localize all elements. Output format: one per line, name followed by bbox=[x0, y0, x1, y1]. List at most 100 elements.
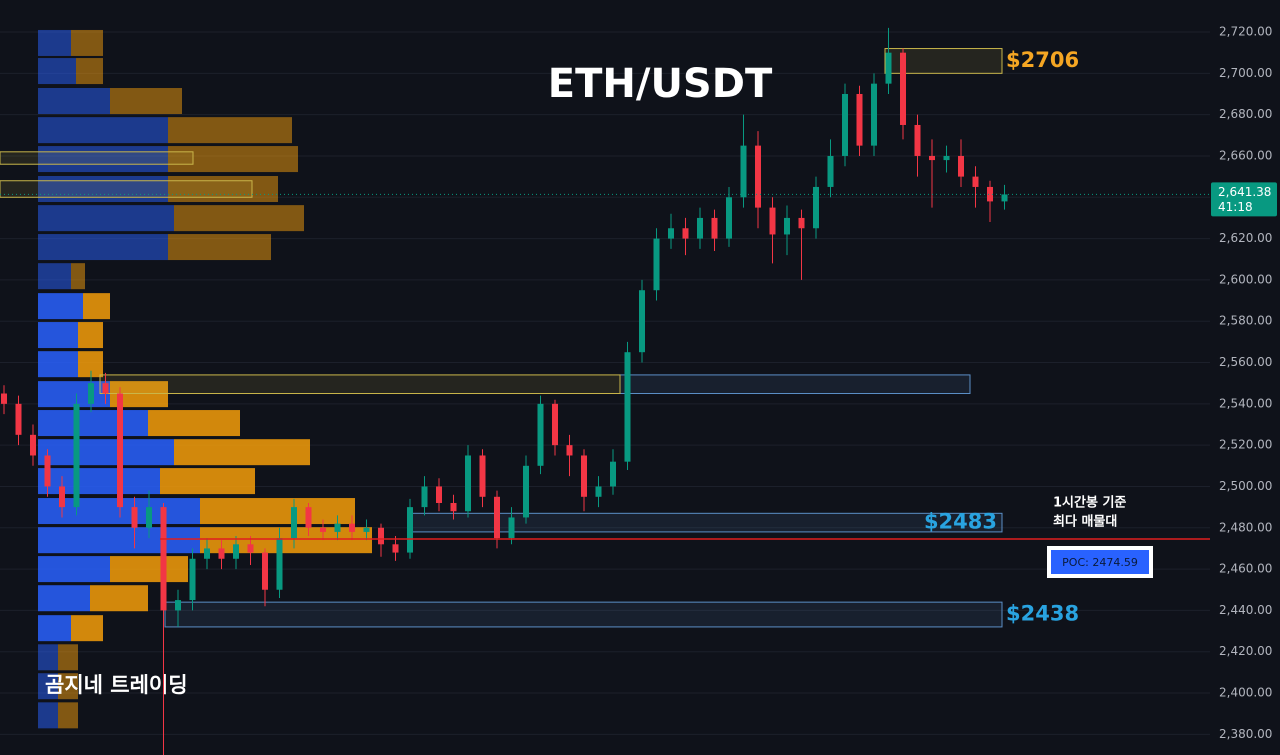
chart-title: ETH/USDT bbox=[548, 61, 773, 107]
y-tick-label: 2,380.00 bbox=[1219, 727, 1272, 741]
candle-body bbox=[334, 523, 341, 532]
price-zone bbox=[99, 374, 621, 395]
candle-body bbox=[175, 600, 181, 611]
volume-sell-bar bbox=[58, 644, 78, 671]
candle-body bbox=[581, 455, 587, 497]
candle-body bbox=[276, 538, 283, 590]
volume-sell-bar bbox=[58, 673, 78, 700]
background-layer bbox=[0, 29, 1210, 735]
candle-body bbox=[943, 155, 950, 161]
volume-sell-bar bbox=[174, 439, 310, 466]
candle-body bbox=[73, 403, 80, 508]
y-tick-label: 2,460.00 bbox=[1219, 562, 1272, 576]
candle-body bbox=[871, 83, 877, 146]
volume-sell-bar bbox=[168, 146, 298, 173]
volume-buy-bar bbox=[38, 117, 168, 144]
candle-body bbox=[117, 393, 123, 508]
last-price-tag bbox=[1211, 182, 1277, 217]
candle-body bbox=[407, 507, 413, 553]
candle-body bbox=[305, 507, 312, 528]
candle-body bbox=[291, 507, 297, 539]
candle-body bbox=[566, 445, 573, 456]
volume-sell-bar bbox=[148, 410, 240, 437]
candle-body bbox=[378, 527, 384, 545]
candle-body bbox=[146, 507, 152, 528]
y-tick-label: 2,700.00 bbox=[1219, 66, 1272, 80]
candle-body bbox=[711, 217, 718, 239]
candle-body bbox=[798, 217, 805, 229]
candle-body bbox=[363, 527, 370, 532]
countdown-label: 41:18 bbox=[1218, 200, 1253, 214]
volume-buy-bar bbox=[38, 644, 58, 671]
volume-buy-bar bbox=[38, 468, 160, 495]
candle-body bbox=[755, 145, 761, 208]
candle-body bbox=[639, 290, 645, 353]
volume-buy-bar bbox=[38, 322, 78, 349]
volume-buy-bar bbox=[38, 702, 58, 729]
candle-body bbox=[885, 52, 892, 84]
y-tick-label: 2,440.00 bbox=[1219, 603, 1272, 617]
volume-buy-bar bbox=[38, 615, 71, 642]
candle-body bbox=[784, 217, 790, 235]
zone-label: $2706 bbox=[1006, 48, 1079, 72]
volume-sell-bar bbox=[168, 117, 292, 144]
candle-body bbox=[131, 507, 138, 528]
candle-body bbox=[508, 517, 515, 539]
volume-buy-bar bbox=[38, 146, 168, 173]
volume-sell-bar bbox=[160, 468, 255, 495]
volume-sell-bar bbox=[200, 527, 372, 554]
volume-sell-bar bbox=[200, 498, 355, 525]
price-zone bbox=[0, 180, 253, 198]
candle-body bbox=[914, 124, 921, 156]
candle-body bbox=[537, 403, 544, 466]
candle-body bbox=[102, 383, 109, 394]
watermark: 곰지네 트레이딩 bbox=[45, 673, 188, 697]
volume-sell-bar bbox=[71, 263, 85, 290]
volume-buy-bar bbox=[38, 88, 110, 115]
poc-note: 1시간봉 기준 bbox=[1053, 495, 1126, 511]
volume-buy-bar bbox=[38, 205, 174, 232]
price-zone bbox=[164, 601, 1003, 628]
candle-body bbox=[972, 176, 979, 187]
candle-body bbox=[247, 544, 254, 553]
candle-body bbox=[1001, 194, 1008, 202]
y-tick-label: 2,480.00 bbox=[1219, 520, 1272, 534]
volume-buy-bar bbox=[38, 29, 71, 56]
volume-sell-bar bbox=[168, 234, 271, 261]
y-tick-label: 2,520.00 bbox=[1219, 438, 1272, 452]
candle-body bbox=[682, 228, 689, 239]
candle-body bbox=[769, 207, 776, 235]
volume-sell-bar bbox=[76, 58, 103, 85]
poc-note: 최다 매물대 bbox=[1053, 514, 1117, 530]
volume-buy-bar bbox=[38, 293, 83, 320]
candle-body bbox=[842, 93, 848, 156]
volume-buy-bar bbox=[38, 351, 78, 378]
candle-body bbox=[392, 544, 399, 553]
candle-body bbox=[929, 155, 935, 161]
last-price-label: 2,641.38 bbox=[1218, 185, 1271, 199]
candle-body bbox=[494, 496, 500, 539]
y-tick-label: 2,400.00 bbox=[1219, 686, 1272, 700]
y-tick-label: 2,680.00 bbox=[1219, 107, 1272, 121]
candle-body bbox=[610, 461, 616, 487]
candle-body bbox=[218, 548, 225, 559]
candle-body bbox=[320, 527, 326, 532]
candle-body bbox=[15, 403, 22, 435]
candle-body bbox=[421, 486, 428, 508]
candle-body bbox=[1, 393, 7, 404]
poc-box-inner bbox=[1051, 550, 1149, 574]
candle-body bbox=[479, 455, 486, 497]
volume-buy-bar bbox=[38, 527, 200, 554]
candle-body bbox=[726, 197, 732, 239]
candle-body bbox=[160, 507, 167, 611]
volume-buy-bar bbox=[38, 234, 168, 261]
candle-body bbox=[465, 455, 471, 512]
volume-buy-bar bbox=[38, 439, 174, 466]
volume-buy-bar bbox=[38, 556, 110, 583]
volume-sell-bar bbox=[58, 702, 78, 729]
candle-body bbox=[900, 52, 906, 125]
candle-body bbox=[59, 486, 65, 508]
candle-body bbox=[30, 434, 36, 456]
candle-body bbox=[450, 502, 457, 512]
